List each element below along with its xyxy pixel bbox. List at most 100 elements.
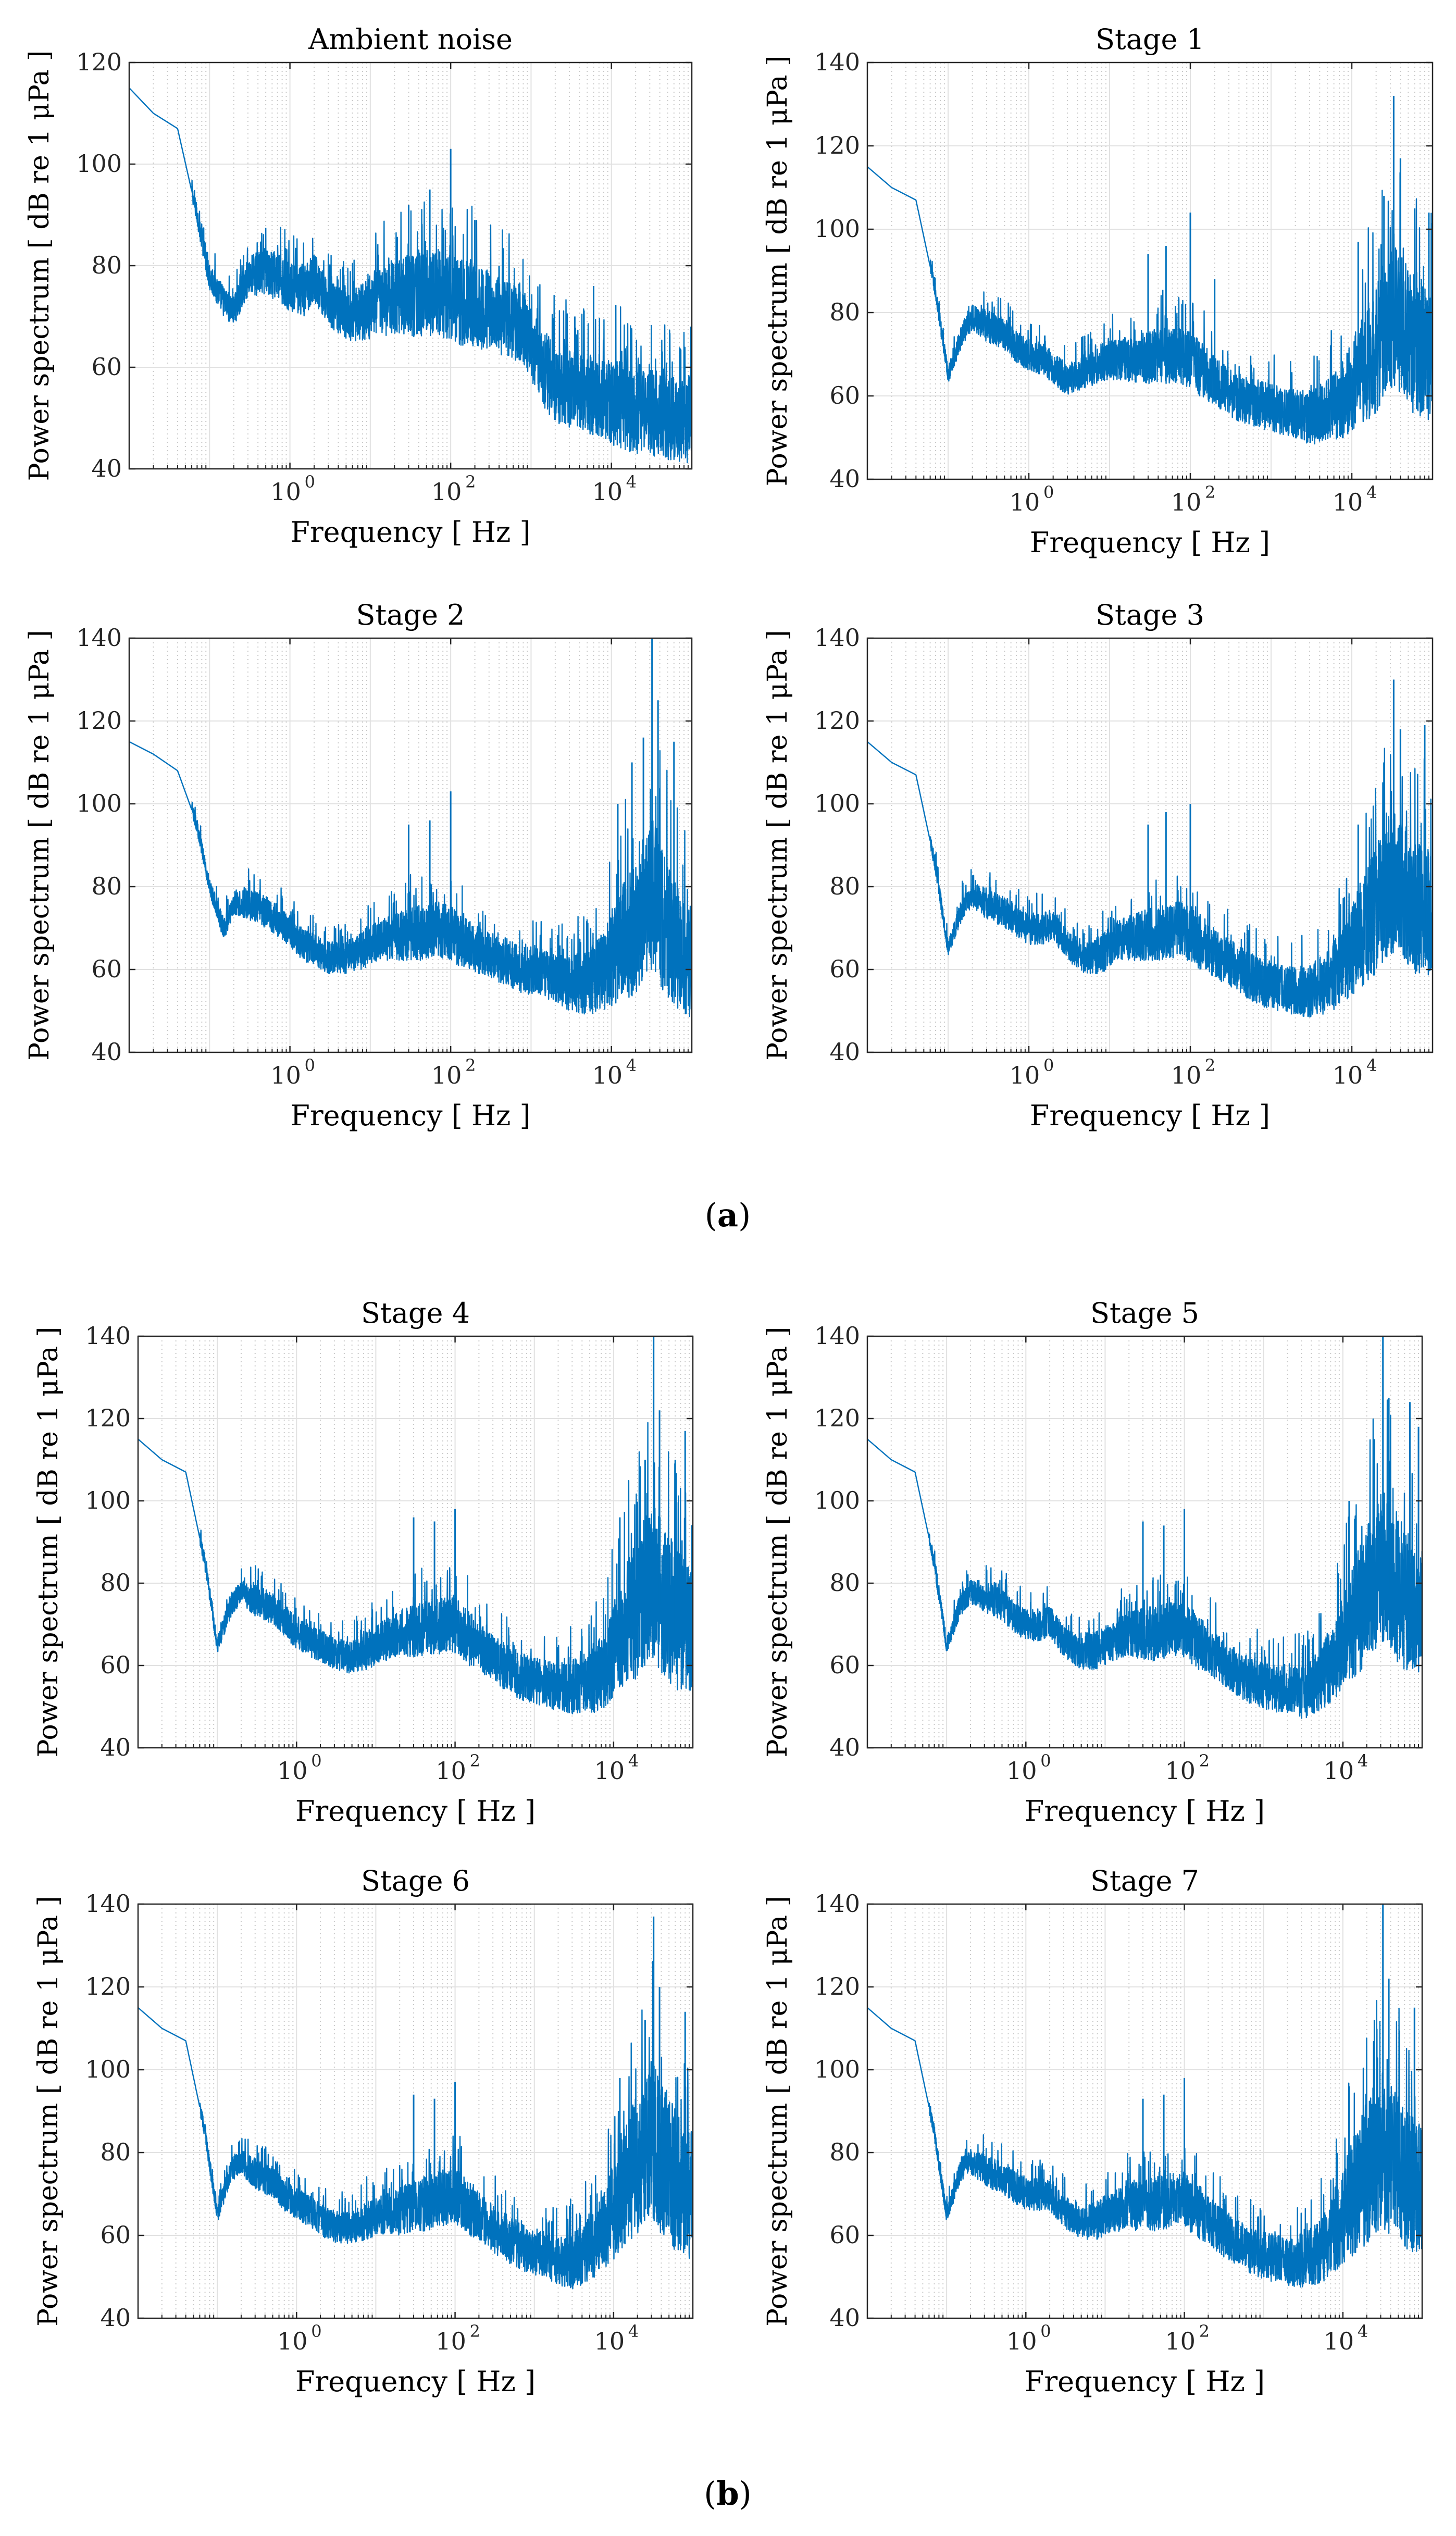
y-tick-label: 120	[814, 1404, 860, 1432]
y-tick-label: 60	[829, 381, 860, 409]
spectrum-line	[129, 741, 692, 1017]
y-tick-label: 140	[85, 1322, 131, 1350]
y-tick-label: 60	[91, 353, 122, 381]
x-tick-label: 10	[277, 2327, 308, 2355]
trace-group	[138, 1916, 693, 2290]
x-tick-exponent: 4	[1358, 1751, 1368, 1771]
x-tick-exponent: 2	[1205, 1055, 1215, 1075]
y-tick-label: 120	[814, 131, 860, 159]
x-tick-exponent: 0	[1043, 482, 1054, 502]
trace-group	[138, 1336, 693, 1714]
x-tick-label: 10	[1171, 488, 1202, 516]
y-axis-label: Power spectrum [ dB re 1 μPa ]	[24, 630, 55, 1061]
y-tick-label: 80	[829, 872, 860, 900]
y-axis-label: Power spectrum [ dB re 1 μPa ]	[762, 56, 793, 487]
x-tick-exponent: 2	[470, 2321, 480, 2341]
x-tick-exponent: 0	[1040, 2321, 1051, 2341]
y-tick-label: 80	[91, 872, 122, 900]
y-tick-label: 120	[814, 706, 860, 735]
x-tick-label: 10	[1171, 1061, 1202, 1089]
x-tick-exponent: 2	[1205, 482, 1215, 502]
x-tick-label: 10	[435, 1757, 466, 1785]
x-tick-exponent: 4	[628, 1751, 639, 1771]
x-tick-label: 10	[1165, 1757, 1196, 1785]
axes-box	[866, 1335, 1423, 1749]
y-tick-label: 140	[76, 624, 122, 652]
trace-group	[867, 1904, 1422, 2288]
chart-title: Stage 4	[361, 1297, 470, 1329]
x-tick-label: 10	[1324, 2327, 1354, 2355]
x-tick-label: 10	[431, 1061, 462, 1089]
axes-box	[137, 1335, 694, 1749]
y-tick-label: 40	[91, 1038, 122, 1066]
x-axis-label: Frequency [ Hz ]	[295, 1795, 536, 1828]
y-tick-label: 100	[814, 789, 860, 817]
axes-box	[866, 1903, 1423, 2319]
axes-box	[128, 637, 693, 1053]
y-axis-label: Power spectrum [ dB re 1 μPa ]	[762, 630, 793, 1061]
x-tick-label: 10	[1333, 1061, 1363, 1089]
x-tick-exponent: 4	[1366, 1055, 1377, 1075]
y-tick-label: 80	[829, 2138, 860, 2166]
x-tick-exponent: 4	[626, 472, 637, 492]
y-tick-label: 100	[85, 1486, 131, 1514]
panel-label-a: (a)	[704, 1196, 751, 1234]
y-tick-label: 80	[100, 1569, 131, 1597]
y-tick-label: 40	[91, 454, 122, 482]
spectrum-line	[867, 2000, 1422, 2288]
y-tick-label: 120	[85, 1972, 131, 2000]
y-tick-label: 140	[814, 1889, 860, 1918]
trace-group	[129, 638, 692, 1017]
y-tick-label: 80	[91, 251, 122, 279]
x-tick-exponent: 4	[1358, 2321, 1368, 2341]
y-tick-label: 60	[100, 1651, 131, 1679]
trace-group	[867, 679, 1433, 1017]
spectrum-line	[867, 1399, 1422, 1719]
y-axis-label: Power spectrum [ dB re 1 μPa ]	[33, 1327, 64, 1758]
axes-box	[866, 61, 1434, 480]
y-tick-label: 140	[814, 48, 860, 76]
y-tick-label: 80	[100, 2138, 131, 2166]
x-tick-label: 10	[594, 2327, 625, 2355]
x-tick-exponent: 4	[626, 1055, 637, 1075]
x-tick-label: 10	[1165, 2327, 1196, 2355]
y-tick-label: 120	[814, 1972, 860, 2000]
y-tick-label: 100	[85, 2055, 131, 2083]
panel-label-b: (b)	[704, 2475, 752, 2513]
y-tick-label: 140	[814, 624, 860, 652]
spectrum-line	[138, 1422, 693, 1714]
spectrum-line	[867, 741, 1433, 1017]
chart-title: Stage 2	[356, 599, 465, 631]
x-tick-label: 10	[594, 1757, 625, 1785]
x-tick-exponent: 2	[1199, 1751, 1210, 1771]
x-tick-label: 10	[1006, 1757, 1037, 1785]
trace-group	[867, 1336, 1422, 1719]
spectrum-line	[867, 166, 1433, 445]
y-tick-label: 60	[829, 955, 860, 983]
x-tick-exponent: 0	[1040, 1751, 1051, 1771]
x-tick-label: 10	[1006, 2327, 1037, 2355]
x-axis-label: Frequency [ Hz ]	[1025, 1795, 1265, 1828]
x-tick-exponent: 4	[628, 2321, 639, 2341]
x-tick-label: 10	[592, 1061, 623, 1089]
x-tick-exponent: 4	[1366, 482, 1377, 502]
x-tick-label: 10	[592, 478, 623, 506]
y-tick-label: 40	[829, 1733, 860, 1761]
chart-title: Ambient noise	[308, 23, 513, 56]
y-tick-label: 100	[814, 215, 860, 243]
x-tick-label: 10	[270, 478, 301, 506]
y-tick-label: 40	[829, 2304, 860, 2332]
y-axis-label: Power spectrum [ dB re 1 μPa ]	[33, 1896, 64, 2327]
x-tick-exponent: 0	[305, 1055, 315, 1075]
chart-title: Stage 7	[1090, 1864, 1199, 1897]
x-tick-label: 10	[270, 1061, 301, 1089]
chart-title: Stage 1	[1096, 23, 1204, 56]
y-tick-label: 80	[829, 298, 860, 326]
y-tick-label: 100	[814, 1486, 860, 1514]
y-tick-label: 100	[76, 150, 122, 178]
y-tick-label: 140	[85, 1889, 131, 1918]
y-axis-label: Power spectrum [ dB re 1 μPa ]	[762, 1896, 793, 2327]
